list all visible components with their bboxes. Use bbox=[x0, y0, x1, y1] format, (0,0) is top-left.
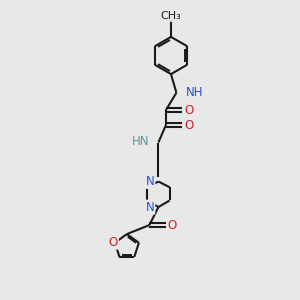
Text: N: N bbox=[146, 201, 154, 214]
Text: O: O bbox=[168, 219, 177, 232]
Text: O: O bbox=[184, 118, 194, 132]
Text: NH: NH bbox=[186, 85, 203, 99]
Text: N: N bbox=[146, 175, 154, 188]
Text: O: O bbox=[184, 103, 194, 117]
Text: O: O bbox=[109, 236, 118, 249]
Text: HN: HN bbox=[132, 135, 149, 148]
Text: CH₃: CH₃ bbox=[160, 11, 182, 21]
